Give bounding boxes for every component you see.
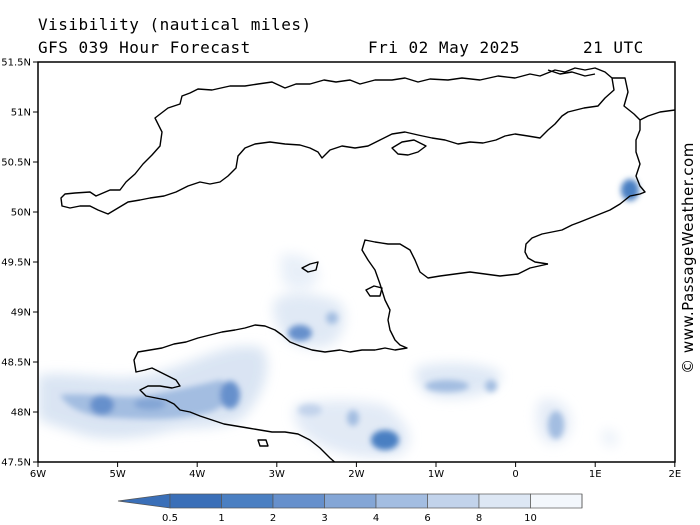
- lat-label: 50N: [11, 208, 31, 219]
- forecast-label: GFS 039 Hour Forecast: [38, 38, 251, 57]
- forecast-date: Fri 02 May 2025: [368, 38, 520, 57]
- lon-label: 2W: [348, 469, 364, 480]
- lon-label: 5W: [109, 469, 125, 480]
- forecast-time: 21 UTC: [583, 38, 644, 57]
- colorbar-label: 3: [321, 513, 327, 524]
- colorbar-label: 0.5: [162, 513, 178, 524]
- lat-label: 50.5N: [1, 158, 31, 169]
- colorbar-segment: [478, 493, 531, 509]
- lon-label: 1E: [589, 469, 602, 480]
- fog-core-brittany: [288, 325, 312, 341]
- fog-area-bay-central: [415, 363, 501, 398]
- fog-core-biscay-2: [220, 381, 240, 409]
- lat-label: 47.5N: [1, 458, 31, 469]
- coast-france-north: [133, 239, 549, 462]
- lon-label: 0: [512, 469, 518, 480]
- fog-area-far-east: [602, 429, 618, 447]
- latitude-axis: 51.5N 51N 50.5N 50N 49.5N 49N 48.5N 48N 47.5N: [1, 58, 38, 469]
- longitude-axis: 6W 5W 4W 3W 2W 1W 0 1E 2E: [30, 462, 681, 480]
- colorbar-label: 10: [524, 513, 537, 524]
- colorbar-segment: [375, 493, 428, 509]
- colorbar-segment: [324, 493, 377, 509]
- lon-label: 6W: [30, 469, 46, 480]
- copyright-credit: © www.PassageWeather.com: [679, 142, 697, 374]
- fog-core-bay-3: [298, 404, 322, 416]
- coast-belle-ile: [257, 439, 269, 447]
- fog-core-bay-south-2: [347, 410, 359, 426]
- colorbar-low-arrow: [117, 493, 171, 509]
- lat-label: 51N: [11, 108, 31, 119]
- coast-thames: [547, 69, 596, 77]
- fog-core-biscay-3: [90, 395, 114, 415]
- lon-label: 2E: [668, 469, 681, 480]
- coast-east-kent: [524, 77, 646, 265]
- lon-label: 4W: [189, 469, 205, 480]
- colorbar-label: 8: [476, 513, 482, 524]
- fog-core-bay-2: [485, 380, 497, 392]
- colorbar-label: 4: [373, 513, 379, 524]
- lon-label: 1W: [428, 469, 444, 480]
- fog-core-biscay-4: [134, 398, 166, 410]
- lon-label: 3W: [269, 469, 285, 480]
- colorbar-label: 1: [218, 513, 224, 524]
- colorbar-segment: [530, 493, 583, 509]
- fog-core-bay-south-1: [371, 430, 399, 450]
- coast-jersey: [365, 285, 383, 297]
- fog-core-channel: [326, 312, 338, 324]
- fog-core-bay-1: [425, 380, 469, 392]
- colorbar: 0.5 1 2 3 4 6 8 10: [117, 493, 583, 524]
- colorbar-segment: [272, 493, 325, 509]
- fog-field: [38, 67, 675, 462]
- colorbar-segment: [221, 493, 274, 509]
- lat-label: 49.5N: [1, 258, 31, 269]
- coast-isle-of-wight: [391, 139, 427, 156]
- colorbar-segment: [427, 493, 480, 509]
- fog-core-gascony: [548, 411, 564, 439]
- fog-core-dover: [621, 179, 639, 201]
- map-title: Visibility (nautical miles): [38, 15, 312, 34]
- coastlines: [60, 67, 675, 462]
- lat-label: 51.5N: [1, 58, 31, 69]
- lat-label: 48.5N: [1, 358, 31, 369]
- lat-label: 49N: [11, 308, 31, 319]
- coast-england-south: [60, 67, 615, 215]
- fog-area-channel-west: [280, 253, 319, 290]
- lat-label: 48N: [11, 408, 31, 419]
- coast-cherbourg-islands: [301, 261, 319, 273]
- colorbar-label: 2: [270, 513, 276, 524]
- coast-sea-right: [639, 109, 675, 121]
- colorbar-segment: [169, 493, 222, 509]
- colorbar-label: 6: [424, 513, 430, 524]
